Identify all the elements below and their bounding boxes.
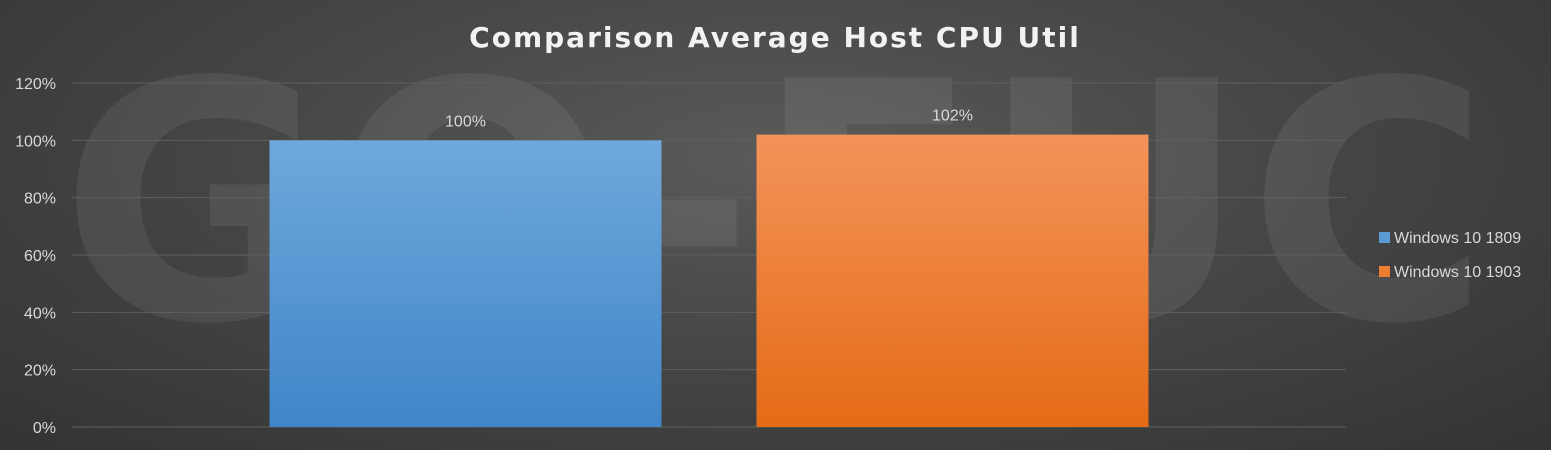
y-tick-label: 80% [24, 191, 56, 208]
data-labels: 100% 102% [445, 108, 973, 131]
data-label: 102% [932, 108, 973, 125]
y-tick-label: 100% [15, 133, 56, 150]
y-tick-label: 20% [24, 363, 56, 380]
y-tick-label: 120% [15, 76, 56, 93]
chart-title: Comparison Average Host CPU Util [469, 21, 1081, 54]
y-tick-label: 0% [33, 420, 56, 437]
legend: Windows 10 1809 Windows 10 1903 [1379, 230, 1521, 281]
bar [756, 134, 1149, 427]
y-tick-label: 40% [24, 305, 56, 322]
y-tick-label: 60% [24, 248, 56, 265]
legend-entry: Windows 10 1903 [1394, 264, 1521, 281]
y-axis-ticks: 0% 20% 40% 60% 80% 100% 120% [15, 76, 56, 437]
legend-swatch [1379, 232, 1390, 243]
bar [269, 140, 662, 428]
legend-swatch [1379, 266, 1390, 277]
data-label: 100% [445, 113, 486, 130]
legend-entry: Windows 10 1809 [1394, 230, 1521, 247]
bars [269, 134, 1149, 428]
